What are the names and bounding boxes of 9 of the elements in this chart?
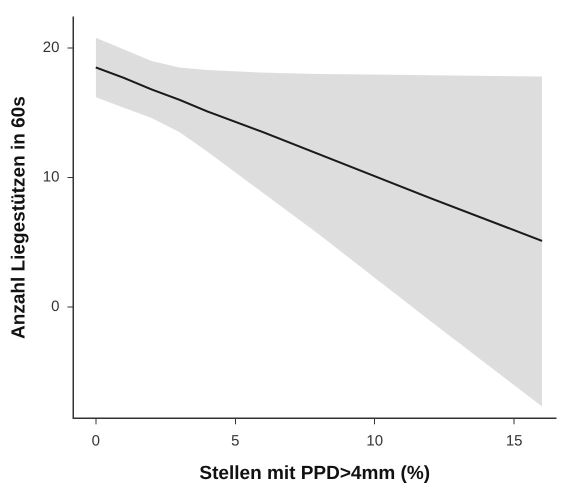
- x-axis-title: Stellen mit PPD>4mm (%): [199, 462, 430, 484]
- x-tick-label: 15: [506, 432, 523, 450]
- y-tick-label: 10: [42, 168, 60, 186]
- x-tick-label: 0: [92, 432, 100, 450]
- y-tick-label: 0: [51, 298, 60, 316]
- x-tick-label: 5: [231, 432, 240, 450]
- y-tick-label: 20: [42, 39, 60, 56]
- x-tick-label: 10: [366, 432, 384, 450]
- y-axis-title: Anzahl Liegestützen in 60s: [8, 96, 30, 340]
